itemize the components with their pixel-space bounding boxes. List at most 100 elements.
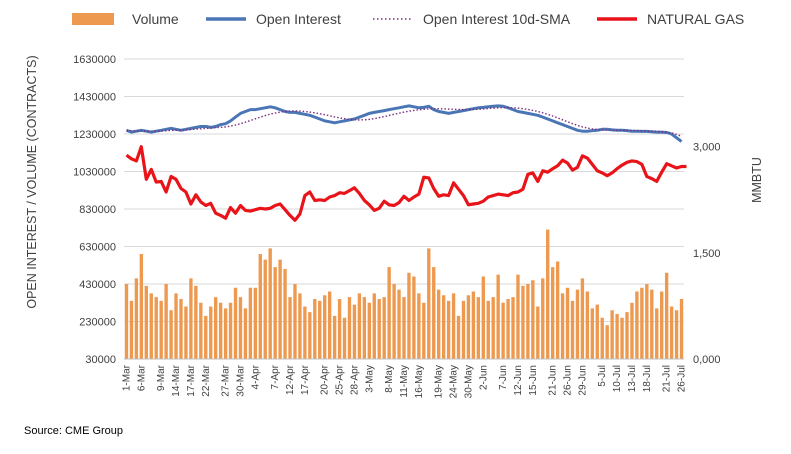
volume-bar [213,297,218,359]
volume-bar [392,284,396,359]
x-axis: 1-Mar 6-Mar 9-Mar 14-Mar 17-Mar 22-Mar 27-Mar 3… [122,358,688,398]
legend-label: Volume [132,11,179,27]
volume-bar [570,300,575,359]
volume-bar [476,297,481,359]
volume-bar [347,297,352,359]
x-tick-label: 18-Jul [642,365,653,392]
volume-bar [630,302,634,359]
volume-bar [432,267,436,359]
volume-bar [521,285,525,359]
volume-bar [585,291,590,359]
y-left-tick-label: 30000 [85,354,116,366]
x-tick-label: 7-Jun [498,365,509,390]
y-right-tick-label: 0,000 [693,354,721,366]
y-left-tick-label: 1430000 [73,92,116,104]
volume-bar [461,300,466,359]
volume-bar [645,284,649,359]
volume-bar [456,315,461,359]
open-interest-line [125,104,683,143]
x-tick-label: 30-Mar [236,364,247,396]
y-axis-right: 3,000 1,500 0,000 [693,142,721,366]
volume-bar [655,308,659,359]
x-tick-label: 3-May [364,365,375,393]
y-left-tick-label: 1030000 [73,167,116,179]
x-tick-label: 24-May [449,365,460,398]
volume-bar [367,302,371,359]
volume-bar [486,300,490,359]
volume-bar [209,306,213,359]
volume-bar [531,280,535,359]
x-tick-label: 4-Apr [250,364,261,389]
y-right-tick-label: 1,500 [693,248,721,260]
volume-bar [417,293,421,359]
x-tick-label: 17-Mar [186,364,197,396]
x-tick-label: 7-Apr [270,364,281,389]
volume-bar [560,293,565,359]
line-series [125,104,687,222]
x-tick-label: 22-Mar [201,364,212,396]
volume-bar [679,299,684,359]
source-note: Source: CME Group [24,425,123,437]
volume-bar [610,310,614,359]
volume-bar [412,276,416,359]
volume-bar [174,293,178,359]
volume-bar [511,297,515,359]
x-tick-label: 19-May [434,365,445,398]
volume-bar [491,297,495,359]
legend-label: Open Interest [256,11,341,27]
volume-bar [506,299,510,359]
x-tick-label: 20-Apr [320,364,331,395]
x-tick-label: 29-Jun [577,365,588,396]
volume-bar [422,302,426,359]
volume-bar [129,300,134,359]
volume-bar [179,299,183,359]
volume-bar [541,278,545,359]
y-left-tick-label: 830000 [79,204,116,216]
volume-bar [546,229,550,359]
x-tick-label: 27-Mar [221,364,232,396]
volume-bar [313,299,317,359]
volume-bar [595,304,599,359]
x-tick-label: 12-Jun [513,365,524,396]
volume-bar [323,295,327,359]
volume-bar [580,278,585,359]
y-left-tick-label: 230000 [79,317,116,329]
volume-bar [397,289,401,359]
volume-bar [248,287,253,359]
natural-gas-line [125,145,687,222]
volume-bar [466,295,471,359]
volume-bar [273,267,277,359]
x-tick-label: 21-Jun [548,365,559,396]
x-tick-label: 8-May [384,365,395,393]
x-tick-label: 28-Apr [349,364,360,395]
volume-bar [565,287,570,359]
x-tick-label: 10-Jul [612,365,623,392]
x-tick-label: 11-May [399,365,410,398]
volume-bar [446,300,451,359]
volume-bar [669,306,674,359]
volume-bar [481,276,485,359]
x-tick-label: 2-Jun [478,365,489,390]
volume-bar [550,267,555,359]
volume-bar [308,312,312,359]
x-tick-label: 26-Jul [677,365,688,392]
volume-bar [194,285,198,359]
volume-bar [635,291,639,359]
volume-bar [169,310,173,359]
volume-bar [327,291,332,359]
volume-bar [441,295,446,359]
volume-bar [664,272,669,359]
volume-bar [387,267,391,359]
volume-bar [342,317,347,359]
volume-bar [600,317,604,359]
x-tick-label: 16-May [414,365,425,398]
volume-bar [407,272,411,359]
volume-bar [258,254,262,359]
volume-bar [318,300,322,359]
x-tick-label: 21-Jul [662,365,673,392]
volume-bar [555,261,560,359]
volume-bar [674,310,679,359]
volume-bar [139,254,144,359]
volume-bar [223,308,228,359]
